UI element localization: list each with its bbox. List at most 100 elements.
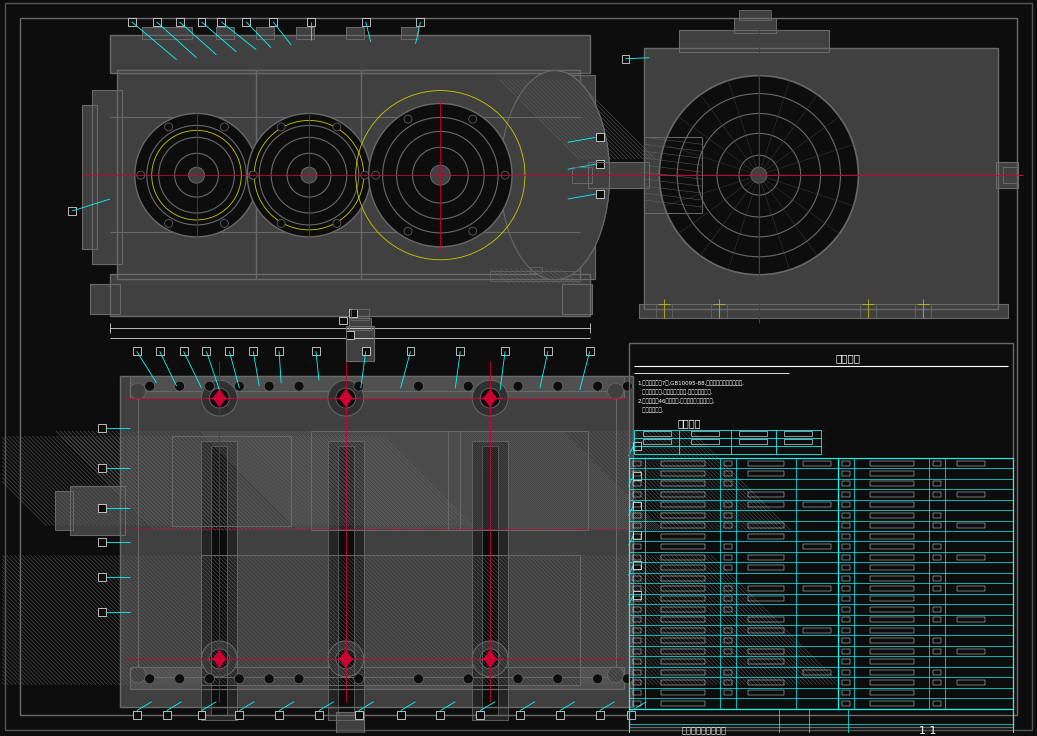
Bar bbox=[629, 344, 1013, 726]
Bar bbox=[933, 513, 941, 518]
Bar bbox=[634, 481, 642, 486]
Circle shape bbox=[221, 123, 228, 131]
Bar bbox=[748, 586, 784, 591]
Bar bbox=[627, 711, 636, 718]
Circle shape bbox=[608, 667, 623, 683]
Bar bbox=[117, 70, 580, 279]
Bar bbox=[640, 303, 1008, 319]
Bar bbox=[933, 618, 941, 623]
Circle shape bbox=[204, 674, 215, 684]
Bar bbox=[870, 481, 914, 486]
Bar bbox=[163, 711, 171, 718]
Bar bbox=[516, 711, 524, 718]
Bar bbox=[870, 659, 914, 664]
Circle shape bbox=[472, 381, 508, 416]
Bar bbox=[634, 472, 642, 480]
Bar bbox=[661, 492, 704, 497]
Bar bbox=[586, 347, 593, 355]
Bar bbox=[142, 27, 192, 39]
Bar bbox=[97, 424, 106, 432]
Bar bbox=[933, 638, 941, 643]
Circle shape bbox=[513, 674, 523, 684]
Bar bbox=[870, 648, 914, 654]
Bar bbox=[307, 18, 315, 26]
Bar bbox=[739, 431, 767, 436]
Bar bbox=[661, 565, 704, 570]
Bar bbox=[437, 711, 444, 718]
Bar bbox=[739, 10, 770, 20]
Bar bbox=[634, 638, 642, 643]
Bar bbox=[348, 308, 357, 316]
Bar bbox=[55, 491, 73, 531]
Circle shape bbox=[396, 132, 484, 219]
Bar bbox=[311, 431, 460, 531]
Circle shape bbox=[165, 219, 172, 227]
Bar bbox=[130, 376, 623, 398]
Bar bbox=[90, 283, 120, 314]
Polygon shape bbox=[214, 390, 225, 406]
Circle shape bbox=[361, 171, 369, 179]
Bar bbox=[842, 680, 850, 685]
Bar bbox=[407, 347, 415, 355]
Bar bbox=[296, 27, 314, 39]
Bar bbox=[870, 618, 914, 623]
Bar bbox=[130, 667, 623, 689]
Circle shape bbox=[697, 113, 820, 237]
Circle shape bbox=[301, 167, 317, 183]
Bar bbox=[957, 492, 985, 497]
Circle shape bbox=[234, 674, 245, 684]
Bar bbox=[933, 586, 941, 591]
Bar bbox=[130, 667, 623, 689]
Bar bbox=[345, 327, 373, 361]
Bar bbox=[82, 105, 97, 249]
Bar bbox=[870, 628, 914, 633]
Bar bbox=[842, 596, 850, 601]
Bar bbox=[739, 10, 770, 20]
Circle shape bbox=[328, 641, 364, 677]
Bar bbox=[201, 556, 580, 684]
Bar bbox=[679, 30, 829, 52]
Circle shape bbox=[336, 649, 356, 669]
Bar bbox=[661, 638, 704, 643]
Bar bbox=[644, 138, 702, 213]
Circle shape bbox=[371, 171, 380, 179]
Bar bbox=[138, 391, 616, 677]
Bar bbox=[933, 607, 941, 612]
Circle shape bbox=[677, 93, 840, 257]
Bar bbox=[870, 461, 914, 466]
Circle shape bbox=[480, 649, 500, 669]
Bar bbox=[661, 690, 704, 696]
Bar bbox=[71, 486, 124, 536]
Bar bbox=[661, 544, 704, 549]
Bar bbox=[201, 556, 580, 684]
Bar bbox=[345, 331, 354, 339]
Bar bbox=[842, 555, 850, 559]
Bar bbox=[748, 690, 784, 696]
Circle shape bbox=[622, 381, 633, 391]
Bar bbox=[870, 638, 914, 643]
Bar bbox=[156, 347, 164, 355]
Bar bbox=[870, 565, 914, 570]
Bar bbox=[634, 461, 642, 466]
Bar bbox=[362, 18, 370, 26]
Circle shape bbox=[295, 674, 304, 684]
Bar bbox=[634, 531, 642, 539]
Bar bbox=[571, 167, 592, 183]
Circle shape bbox=[660, 76, 859, 275]
Bar bbox=[456, 347, 465, 355]
Bar bbox=[92, 90, 122, 263]
Bar bbox=[842, 576, 850, 581]
Circle shape bbox=[145, 381, 155, 391]
Circle shape bbox=[295, 381, 304, 391]
Bar bbox=[249, 347, 257, 355]
Bar bbox=[842, 586, 850, 591]
Circle shape bbox=[277, 219, 285, 227]
Bar bbox=[957, 523, 985, 528]
Bar bbox=[842, 628, 850, 633]
Bar bbox=[355, 711, 363, 718]
Bar bbox=[644, 48, 998, 308]
Bar bbox=[739, 439, 767, 445]
Bar bbox=[345, 27, 364, 39]
Polygon shape bbox=[484, 390, 496, 406]
Bar bbox=[351, 308, 369, 320]
